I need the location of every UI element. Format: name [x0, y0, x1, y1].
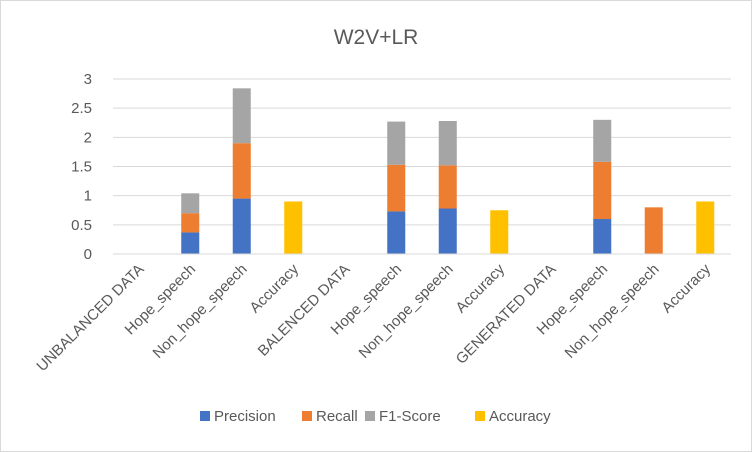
y-tick-label: 1: [84, 188, 92, 205]
gridlines: [113, 78, 731, 226]
legend-swatch-accuracy: [475, 411, 485, 421]
legend-swatch-f1-score: [365, 411, 375, 421]
legend-swatch-precision: [200, 411, 210, 421]
y-tick-label: 2.5: [71, 100, 92, 117]
bar-recall-6: [438, 165, 457, 209]
x-category-label: Non_hope_speech: [561, 261, 662, 362]
bar-recall-1: [181, 213, 200, 233]
y-tick-label: 3: [84, 71, 92, 88]
bar-f1-score-2: [232, 88, 251, 144]
bar-precision-9: [593, 219, 612, 254]
legend-label-f1-score: F1-Score: [379, 408, 441, 425]
legend-swatch-recall: [302, 411, 312, 421]
bar-precision-1: [181, 232, 200, 254]
legend: Precision Recall F1-Score Accuracy: [200, 408, 551, 425]
y-tick-label: 2: [84, 129, 92, 146]
bar-f1-score-1: [181, 193, 200, 214]
bar-accuracy-11: [696, 201, 715, 254]
chart-title: W2V+LR: [334, 26, 419, 49]
x-category-label: Non_hope_speech: [149, 261, 250, 362]
bars: [181, 88, 715, 254]
x-category-label: Non_hope_speech: [355, 261, 456, 362]
legend-label-precision: Precision: [214, 408, 276, 425]
bar-precision-2: [232, 198, 251, 254]
bar-recall-9: [593, 161, 612, 219]
legend-label-accuracy: Accuracy: [489, 408, 551, 425]
bar-f1-score-5: [387, 121, 406, 165]
bar-accuracy-7: [490, 210, 509, 254]
x-category-label: BALENCED DATA: [255, 261, 354, 360]
bar-recall-2: [232, 143, 251, 199]
bar-recall-10: [644, 207, 663, 254]
y-tick-label: 1.5: [71, 159, 92, 176]
bar-precision-5: [387, 211, 406, 254]
x-category-label: GENERATED DATA: [453, 261, 560, 368]
y-tick-label: 0.5: [71, 217, 92, 234]
bar-accuracy-3: [284, 201, 303, 254]
x-category-label: Accuracy: [658, 260, 714, 316]
bar-f1-score-6: [438, 121, 457, 166]
bar-recall-5: [387, 164, 406, 212]
y-axis-ticks: 0 0.5 1 1.5 2 2.5 3: [71, 71, 92, 263]
legend-label-recall: Recall: [316, 408, 358, 425]
y-tick-label: 0: [84, 246, 92, 263]
bar-f1-score-9: [593, 119, 612, 162]
bar-precision-6: [438, 208, 457, 254]
x-axis-labels: UNBALANCED DATAHope_speechNon_hope_speec…: [33, 260, 714, 375]
